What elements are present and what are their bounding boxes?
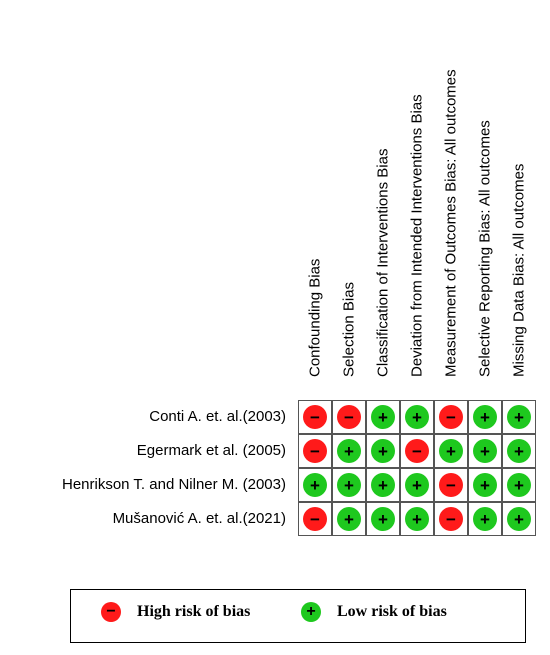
column-header-label: Measurement of Outcomes Bias: All outcom… (442, 69, 460, 377)
high-risk-icon: − (303, 507, 327, 531)
column-header: Missing Data Bias: All outcomes (502, 0, 536, 394)
study-label: Henrikson T. and Nilner M. (2003) (62, 476, 286, 493)
high-risk-icon: − (101, 602, 121, 622)
rating-cell: − (434, 400, 468, 434)
rating-cell: + (400, 502, 434, 536)
rating-cell: + (400, 400, 434, 434)
low-risk-icon: + (473, 405, 497, 429)
low-risk-icon: + (405, 507, 429, 531)
rating-cell: + (468, 502, 502, 536)
low-risk-icon: + (337, 439, 361, 463)
low-risk-icon: + (473, 473, 497, 497)
rating-cell: − (434, 468, 468, 502)
rating-cell: + (332, 468, 366, 502)
rating-cell: − (332, 400, 366, 434)
high-risk-icon: − (303, 439, 327, 463)
column-header: Selective Reporting Bias: All outcomes (468, 0, 502, 394)
rating-cell: + (502, 434, 536, 468)
legend-item-high: − High risk of bias (101, 602, 250, 622)
rating-cell: + (468, 400, 502, 434)
low-risk-icon: + (371, 473, 395, 497)
column-header-label: Selection Bias (340, 281, 358, 377)
legend-low-label: Low risk of bias (337, 603, 447, 620)
low-risk-icon: + (405, 473, 429, 497)
low-risk-icon: + (405, 405, 429, 429)
high-risk-icon: − (439, 507, 463, 531)
rating-cell: + (434, 434, 468, 468)
rating-cell: + (502, 468, 536, 502)
study-label: Mušanović A. et. al.(2021) (112, 510, 286, 527)
legend: − High risk of bias + Low risk of bias (70, 589, 526, 643)
low-risk-icon: + (473, 439, 497, 463)
rating-cell: − (400, 434, 434, 468)
low-risk-icon: + (507, 405, 531, 429)
column-header: Classification of Interventions Bias (366, 0, 400, 394)
rating-cell: − (298, 434, 332, 468)
low-risk-icon: + (371, 405, 395, 429)
rating-cell: + (400, 468, 434, 502)
column-header: Deviation from Intended Interventions Bi… (400, 0, 434, 394)
rating-cell: + (332, 502, 366, 536)
rating-cell: − (434, 502, 468, 536)
rating-cell: + (366, 468, 400, 502)
high-risk-icon: − (405, 439, 429, 463)
rating-cell: + (502, 400, 536, 434)
high-risk-icon: − (439, 473, 463, 497)
rating-cell: + (366, 502, 400, 536)
column-header: Confounding Bias (298, 0, 332, 394)
low-risk-icon: + (337, 473, 361, 497)
rating-cell: + (366, 400, 400, 434)
rating-cell: + (502, 502, 536, 536)
rating-cell: + (298, 468, 332, 502)
low-risk-icon: + (439, 439, 463, 463)
legend-high-label: High risk of bias (137, 603, 251, 620)
low-risk-icon: + (473, 507, 497, 531)
column-header-label: Selective Reporting Bias: All outcomes (476, 120, 494, 377)
rating-cell: + (332, 434, 366, 468)
low-risk-icon: + (301, 602, 321, 622)
high-risk-icon: − (337, 405, 361, 429)
column-header: Selection Bias (332, 0, 366, 394)
low-risk-icon: + (371, 439, 395, 463)
study-label: Conti A. et. al.(2003) (149, 408, 286, 425)
rating-cell: + (366, 434, 400, 468)
rating-cell: + (468, 434, 502, 468)
low-risk-icon: + (507, 507, 531, 531)
column-header-label: Confounding Bias (306, 258, 324, 377)
study-label: Egermark et al. (2005) (136, 442, 286, 459)
low-risk-icon: + (507, 439, 531, 463)
low-risk-icon: + (337, 507, 361, 531)
column-header: Measurement of Outcomes Bias: All outcom… (434, 0, 468, 394)
high-risk-icon: − (303, 405, 327, 429)
high-risk-icon: − (439, 405, 463, 429)
column-header-label: Classification of Interventions Bias (374, 148, 392, 377)
low-risk-icon: + (303, 473, 327, 497)
rating-cell: − (298, 400, 332, 434)
rating-cell: + (468, 468, 502, 502)
low-risk-icon: + (371, 507, 395, 531)
column-header-label: Deviation from Intended Interventions Bi… (408, 94, 426, 377)
column-header-label: Missing Data Bias: All outcomes (510, 163, 528, 377)
low-risk-icon: + (507, 473, 531, 497)
rating-cell: − (298, 502, 332, 536)
legend-item-low: + Low risk of bias (301, 602, 447, 622)
